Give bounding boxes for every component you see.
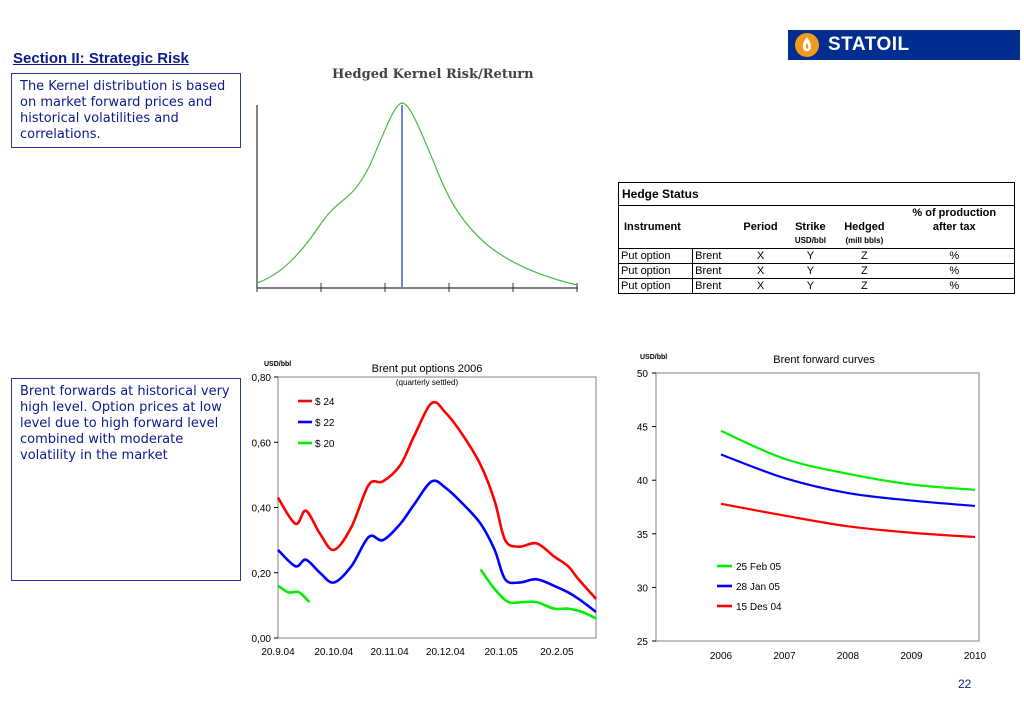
table-cell-pct: % — [894, 278, 1015, 294]
legend-label: $ 20 — [315, 439, 335, 450]
x-tick-label: 2009 — [900, 651, 923, 662]
y-tick-label: 40 — [637, 476, 649, 487]
plot-area — [655, 372, 980, 642]
y-axis-unit: USD/bbl — [264, 361, 291, 368]
legend-label: 28 Jan 05 — [736, 582, 780, 593]
table-cell-strike: Y — [806, 265, 815, 277]
header-pct-line1: % of production — [912, 207, 997, 219]
x-tick-label: 20.9.04 — [261, 647, 295, 658]
forward-curves-chart: USD/bbl Brent forward curves 25 30 35 40 45 50 2… — [637, 354, 987, 662]
header-instrument: Instrument — [624, 221, 681, 233]
flame-icon — [795, 33, 819, 57]
x-tick-label: 20.11.04 — [370, 647, 409, 658]
table-cell-period: X — [756, 280, 765, 292]
y-tick-label: 45 — [637, 423, 649, 434]
y-tick-label: 0,20 — [252, 569, 272, 580]
x-tick-label: 20.1.05 — [484, 647, 518, 658]
y-tick-label: 0,60 — [252, 438, 272, 449]
legend-label: 15 Des 04 — [736, 602, 782, 613]
kernel-distribution-curve — [256, 102, 578, 286]
page-number: 22 — [958, 677, 972, 691]
kernel-chart-title: Hedged Kernel Risk/Return — [332, 67, 534, 82]
table-cell-hedged: Z — [861, 250, 868, 262]
put-options-chart: USD/bbl Brent put options 2006 (quarterly … — [252, 361, 597, 658]
series-line — [720, 453, 976, 508]
header-hedged: Hedged — [844, 221, 885, 233]
series-line — [720, 502, 976, 539]
header-pct-line2: after tax — [932, 221, 976, 233]
forwards-commentary-box: Brent forwards at historical very high l… — [11, 378, 241, 581]
table-cell-strike: Y — [806, 280, 815, 292]
kernel-description-text: The Kernel distribution is based on mark… — [20, 79, 226, 142]
table-cell-asset: Brent — [695, 280, 722, 292]
chart-title: Brent forward curves — [773, 354, 875, 366]
header-strike-unit: USD/bbl — [794, 236, 826, 245]
x-tick-label: 20.10.04 — [314, 647, 353, 658]
header-period: Period — [743, 221, 778, 233]
section-title: Section II: Strategic Risk — [13, 50, 189, 67]
legend-label: $ 24 — [315, 397, 335, 408]
y-tick-label: 0,00 — [252, 634, 272, 645]
forwards-commentary-text: Brent forwards at historical very high l… — [20, 384, 230, 463]
kernel-chart — [256, 102, 578, 292]
x-tick-label: 2008 — [837, 651, 860, 662]
plot-area — [277, 376, 597, 639]
table-cell-asset: Brent — [695, 250, 722, 262]
table-cell-hedged: Z — [861, 265, 868, 277]
series-line — [479, 568, 597, 620]
header-strike: Strike — [795, 221, 826, 233]
table-row: Put option Brent X Y Z% — [618, 278, 1015, 294]
y-tick-label: 30 — [637, 583, 649, 594]
series-line — [276, 400, 597, 600]
x-tick-label: 20.2.05 — [540, 647, 574, 658]
table-cell-hedged: Z — [861, 280, 868, 292]
y-tick-label: 0,40 — [252, 504, 272, 515]
legend-label: 25 Feb 05 — [736, 562, 781, 573]
table-row: Put option Brent X Y Z% — [618, 248, 1015, 264]
statoil-logo: STATOIL — [788, 30, 1020, 60]
kernel-description-box: The Kernel distribution is based on mark… — [11, 73, 241, 148]
table-cell-instrument: Put option — [618, 263, 694, 279]
chart-subtitle: (quarterly settled) — [396, 378, 459, 387]
table-cell-instrument: Put option — [618, 248, 694, 264]
legend-label: $ 22 — [315, 418, 335, 429]
x-tick-label: 2010 — [964, 651, 987, 662]
logo-text: STATOIL — [828, 34, 910, 55]
x-tick-label: 2007 — [773, 651, 796, 662]
table-row: Put option Brent X Y Z% — [618, 263, 1015, 279]
table-cell-pct: % — [894, 263, 1015, 279]
y-tick-label: 50 — [637, 369, 649, 380]
table-cell-pct: % — [894, 248, 1015, 264]
table-cell-period: X — [756, 265, 765, 277]
table-cell-period: X — [756, 250, 765, 262]
y-axis-unit: USD/bbl — [640, 354, 667, 361]
hedge-table-title: Hedge Status — [618, 182, 1015, 206]
chart-title: Brent put options 2006 — [372, 363, 483, 375]
x-tick-label: 2006 — [710, 651, 733, 662]
header-hedged-unit: (mill bbls) — [845, 236, 884, 245]
table-cell-instrument: Put option — [618, 278, 694, 294]
series-line — [277, 479, 597, 613]
y-tick-label: 0,80 — [252, 373, 272, 384]
y-tick-label: 25 — [637, 637, 649, 648]
series-line — [277, 584, 311, 604]
header-pct: % of production after tax — [895, 206, 1015, 235]
hedge-status-table: Hedge Status Instrument Period Strike He… — [618, 182, 1015, 294]
series-line — [720, 429, 976, 491]
table-cell-asset: Brent — [695, 265, 722, 277]
y-tick-label: 35 — [637, 530, 649, 541]
table-cell-strike: Y — [806, 250, 815, 262]
x-tick-label: 20.12.04 — [426, 647, 465, 658]
